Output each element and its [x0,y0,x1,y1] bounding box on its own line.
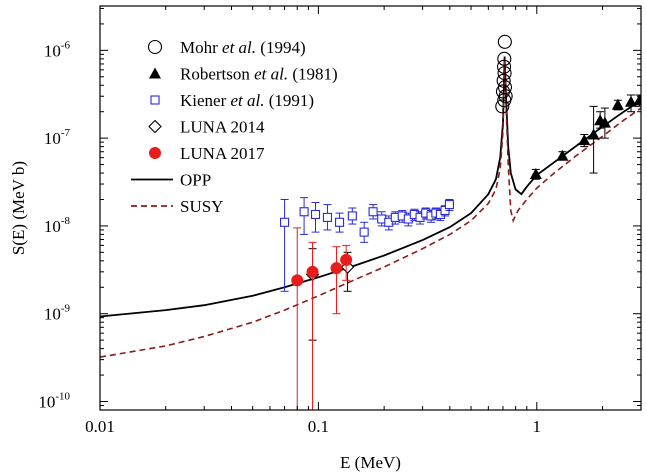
data-point [291,274,304,287]
kiener-et-al-1991-series [280,197,454,292]
data-point [497,34,512,49]
data-point [384,217,394,227]
data-point [611,98,624,110]
legend-label: Mohr et al. (1994) [180,38,306,57]
x-tick-label: 1 [533,417,542,436]
data-point [495,99,510,114]
susy-curve [100,58,641,358]
data-point [556,149,569,161]
data-point [633,94,641,106]
axis-ticks: 0.01 0.1 1 10-10 10-9 10-8 10-7 10-6 [38,6,642,436]
legend: Mohr et al. (1994) Robertson et al. (1981… [131,38,338,216]
y-tick-label: 10-9 [44,303,71,324]
data-point [340,253,353,266]
x-axis-label: E (MeV) [340,453,401,472]
data-point [335,217,345,227]
y-tick-label: 10-10 [38,390,70,411]
data-point [310,209,321,220]
legend-marker [150,95,160,105]
data-point [347,211,357,221]
robertson-et-al-1981-series [529,94,641,180]
y-axis-label: S(E) (MeV b) [9,161,28,255]
data-point [529,168,542,180]
data-point [299,207,309,217]
data-point [625,95,638,107]
legend-marker [149,147,161,159]
data-points [280,34,641,410]
data-point [322,212,332,222]
y-tick-label: 10-7 [44,127,71,148]
legend-label: LUNA 2017 [180,144,265,163]
legend-label: SUSY [180,197,223,216]
legend-marker [149,67,161,79]
data-point [587,128,600,140]
x-tick-label: 0.1 [308,417,329,436]
data-point [496,59,512,74]
legend-marker [148,119,162,134]
x-tick-label: 0.01 [85,417,115,436]
data-point [330,262,343,275]
legend-label: OPP [180,171,211,190]
y-tick-label: 10-6 [44,39,71,60]
data-point [368,207,378,217]
legend-label: Robertson et al. (1981) [180,65,338,84]
data-point [578,134,591,146]
data-point [359,227,369,237]
data-point [444,200,454,210]
data-point [497,80,513,95]
y-tick-label: 10-8 [44,215,71,236]
mohr-et-al-1994-series [495,34,513,114]
plot-frame [99,5,642,411]
data-point [496,73,511,88]
data-point [598,116,611,128]
legend-label: Kiener et al. (1991) [180,91,314,110]
data-point [306,265,319,278]
data-point [497,51,512,66]
luna-2017-series [291,227,353,410]
legend-marker [147,39,163,55]
legend-label: LUNA 2014 [180,118,265,137]
data-point [280,217,290,227]
data-point [497,66,512,81]
